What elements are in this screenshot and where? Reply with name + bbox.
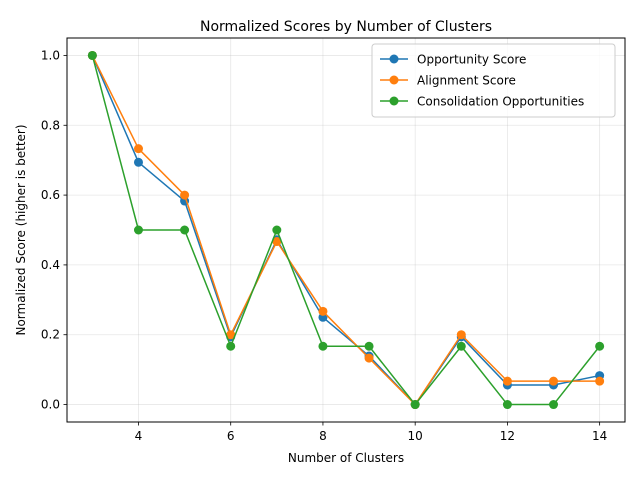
data-point bbox=[318, 306, 328, 316]
series-line bbox=[91, 55, 601, 406]
x-tick-label: 8 bbox=[319, 429, 327, 443]
plot-frame bbox=[66, 37, 626, 423]
x-tick-label: 14 bbox=[592, 429, 607, 443]
data-point bbox=[318, 341, 328, 351]
legend-marker bbox=[389, 96, 399, 106]
legend-entry: Opportunity Score bbox=[380, 53, 526, 67]
data-point bbox=[272, 225, 282, 235]
legend-label: Opportunity Score bbox=[417, 53, 526, 67]
legend-entry: Consolidation Opportunities bbox=[380, 95, 584, 109]
legend-label: Consolidation Opportunities bbox=[417, 95, 584, 109]
data-point bbox=[456, 341, 466, 351]
data-point bbox=[364, 353, 374, 363]
data-point bbox=[595, 376, 605, 386]
series-line bbox=[91, 55, 600, 406]
series-3 bbox=[87, 50, 605, 410]
data-point bbox=[133, 225, 143, 235]
y-axis-label: Normalized Score (higher is better) bbox=[14, 124, 28, 335]
data-point bbox=[502, 400, 512, 410]
chart-title: Normalized Scores by Number of Clusters bbox=[200, 19, 492, 35]
series-line bbox=[91, 55, 600, 406]
data-point bbox=[180, 190, 190, 200]
data-point bbox=[87, 50, 97, 60]
x-tick-label: 12 bbox=[500, 429, 515, 443]
legend-entry: Alignment Score bbox=[380, 74, 516, 88]
x-tick-label: 6 bbox=[227, 429, 235, 443]
legend-marker bbox=[389, 54, 399, 64]
data-point bbox=[595, 341, 605, 351]
series-layer bbox=[87, 50, 605, 410]
data-point bbox=[226, 341, 236, 351]
y-tick-label: 0.2 bbox=[41, 328, 60, 342]
x-tick-label: 10 bbox=[408, 429, 423, 443]
y-tick-label: 0.8 bbox=[41, 118, 60, 132]
data-point bbox=[133, 144, 143, 154]
ticks-layer: 4 6 8 10 12 14 0.0 0.2 0.4 0.6 0.8 1.0 bbox=[41, 48, 607, 443]
data-point bbox=[502, 376, 512, 386]
data-point bbox=[410, 400, 420, 410]
legend-marker bbox=[389, 75, 399, 85]
legend-box bbox=[371, 43, 616, 118]
data-point bbox=[456, 330, 466, 340]
x-tick-label: 4 bbox=[135, 429, 143, 443]
legend: Opportunity Score Alignment Score Consolid… bbox=[371, 43, 616, 118]
data-point bbox=[272, 237, 282, 247]
y-tick-label: 0.4 bbox=[41, 258, 60, 272]
data-point bbox=[180, 225, 190, 235]
legend-label: Alignment Score bbox=[417, 74, 516, 88]
data-point bbox=[549, 376, 559, 386]
data-point bbox=[364, 341, 374, 351]
y-tick-label: 1.0 bbox=[41, 48, 60, 62]
data-point bbox=[133, 157, 143, 167]
y-tick-label: 0.6 bbox=[41, 188, 60, 202]
y-tick-label: 0.0 bbox=[41, 398, 60, 412]
x-axis-label: Number of Clusters bbox=[288, 451, 404, 465]
data-point bbox=[549, 400, 559, 410]
data-point bbox=[226, 330, 236, 340]
